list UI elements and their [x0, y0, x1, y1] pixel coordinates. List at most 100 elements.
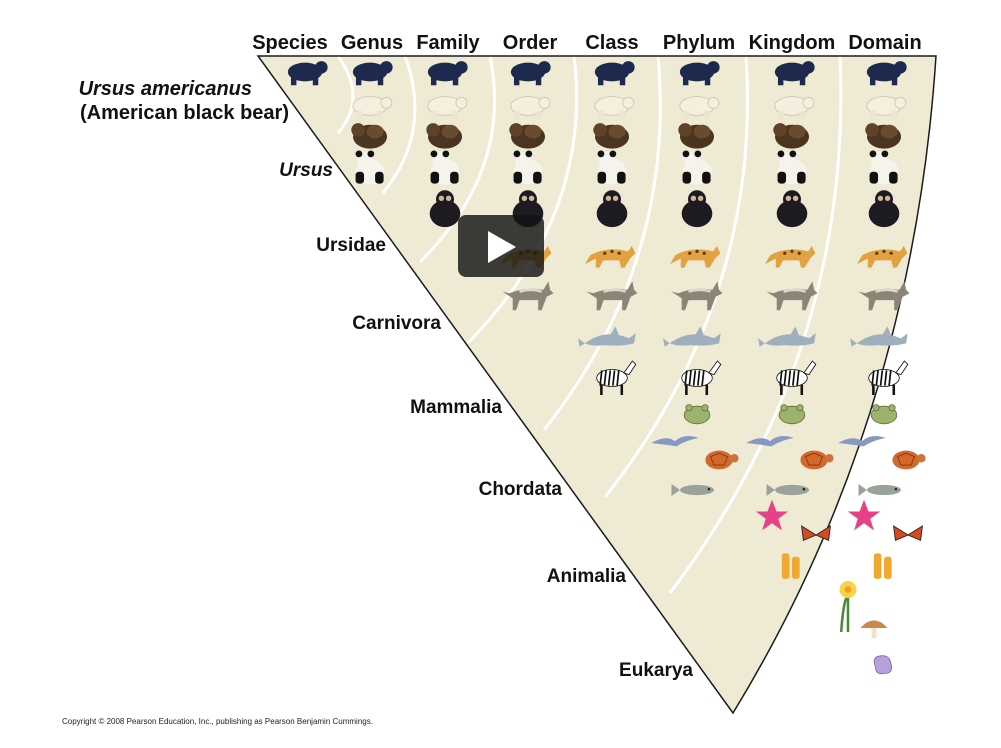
- organism-giant-panda: [597, 150, 627, 185]
- organism-bird: [651, 435, 699, 447]
- organism-wolf: [586, 281, 638, 311]
- organism-spectacled-bear: [596, 190, 628, 228]
- organism-amoeba: [873, 655, 893, 675]
- class-label: Mammalia: [410, 397, 502, 418]
- organism-giant-panda: [430, 150, 460, 185]
- organism-black-bear: [287, 61, 328, 86]
- band-separator: [336, 56, 355, 134]
- organism-spectacled-bear: [868, 190, 900, 228]
- organism-dolphin: [850, 326, 908, 347]
- organism-bird: [746, 435, 794, 447]
- organism-brown-bear: [678, 123, 714, 149]
- organism-leopard: [857, 246, 908, 268]
- organism-black-bear: [679, 61, 720, 86]
- organism-leopard: [670, 246, 721, 268]
- band-separator: [542, 56, 662, 431]
- band-separator: [381, 56, 417, 194]
- organism-dolphin: [758, 326, 816, 347]
- organism-dolphin: [663, 326, 721, 347]
- organism-black-bear: [427, 61, 468, 86]
- organism-polar-bear: [774, 96, 815, 120]
- organism-black-bear: [510, 61, 551, 86]
- organism-turtle: [892, 450, 926, 470]
- organism-giant-panda: [355, 150, 385, 185]
- organism-giant-panda: [869, 150, 899, 185]
- organism-zebra: [776, 360, 817, 395]
- organism-polar-bear: [352, 96, 393, 120]
- genus-label: Ursus: [279, 160, 333, 181]
- organism-mushroom: [860, 620, 888, 639]
- organism-wolf: [502, 281, 554, 311]
- play-icon: [488, 231, 516, 263]
- header-domain: Domain: [848, 32, 922, 54]
- organism-fish: [858, 484, 901, 496]
- organism-bird: [838, 435, 886, 447]
- organism-wolf: [858, 281, 910, 311]
- organism-sea-star: [847, 499, 881, 531]
- species-scientific-name: Ursus americanus: [78, 78, 252, 100]
- header-phylum: Phylum: [662, 32, 736, 54]
- organism-frog: [683, 404, 711, 425]
- organism-wolf: [766, 281, 818, 311]
- organism-polar-bear: [510, 96, 551, 120]
- band-separator: [466, 56, 579, 345]
- organism-black-bear: [866, 61, 907, 86]
- header-genus: Genus: [340, 32, 404, 54]
- organism-fish: [766, 484, 809, 496]
- organism-polar-bear: [427, 96, 468, 120]
- organism-frog: [778, 404, 806, 425]
- organism-black-bear: [352, 61, 393, 86]
- organism-black-bear: [594, 61, 635, 86]
- kingdom-label: Animalia: [546, 566, 626, 587]
- order-label: Carnivora: [352, 313, 441, 334]
- organism-spectacled-bear: [429, 190, 461, 228]
- organism-spectacled-bear: [776, 190, 808, 228]
- organism-sea-star: [755, 499, 789, 531]
- header-family: Family: [416, 32, 480, 54]
- species-common-name: (American black bear): [80, 102, 289, 124]
- organism-zebra: [868, 360, 909, 395]
- header-order: Order: [502, 32, 558, 54]
- band-separator: [418, 56, 497, 264]
- organism-brown-bear: [593, 123, 629, 149]
- organism-wolf: [671, 281, 723, 311]
- header-class: Class: [585, 32, 639, 54]
- organism-brown-bear: [351, 123, 387, 149]
- organism-brown-bear: [865, 123, 901, 149]
- organism-zebra: [596, 360, 637, 395]
- organism-polar-bear: [594, 96, 635, 120]
- organism-dolphin: [578, 326, 636, 347]
- organism-daffodil: [839, 581, 857, 633]
- family-label: Ursidae: [316, 235, 386, 256]
- organism-spectacled-bear: [681, 190, 713, 228]
- phylum-label: Chordata: [478, 479, 562, 500]
- organism-frog: [870, 404, 898, 425]
- header-kingdom: Kingdom: [748, 32, 836, 54]
- organism-brown-bear: [426, 123, 462, 149]
- domain-label: Eukarya: [619, 660, 693, 681]
- organism-brown-bear: [773, 123, 809, 149]
- wedge-outline: [256, 55, 937, 715]
- organism-zebra: [681, 360, 722, 395]
- organism-sponge: [873, 553, 892, 579]
- organism-giant-panda: [513, 150, 543, 185]
- organism-butterfly: [801, 525, 831, 542]
- organism-polar-bear: [679, 96, 720, 120]
- organism-turtle: [800, 450, 834, 470]
- organism-giant-panda: [682, 150, 712, 185]
- organism-butterfly: [893, 525, 923, 542]
- organism-brown-bear: [509, 123, 545, 149]
- header-species: Species: [252, 32, 328, 54]
- video-play-button[interactable]: [458, 215, 544, 277]
- organism-polar-bear: [866, 96, 907, 120]
- organism-sponge: [781, 553, 800, 579]
- organism-black-bear: [774, 61, 815, 86]
- organism-fish: [671, 484, 714, 496]
- organism-giant-panda: [777, 150, 807, 185]
- organism-leopard: [765, 246, 816, 268]
- copyright-notice: Copyright © 2008 Pearson Education, Inc.…: [62, 717, 373, 726]
- organism-leopard: [585, 246, 636, 268]
- organism-turtle: [705, 450, 739, 470]
